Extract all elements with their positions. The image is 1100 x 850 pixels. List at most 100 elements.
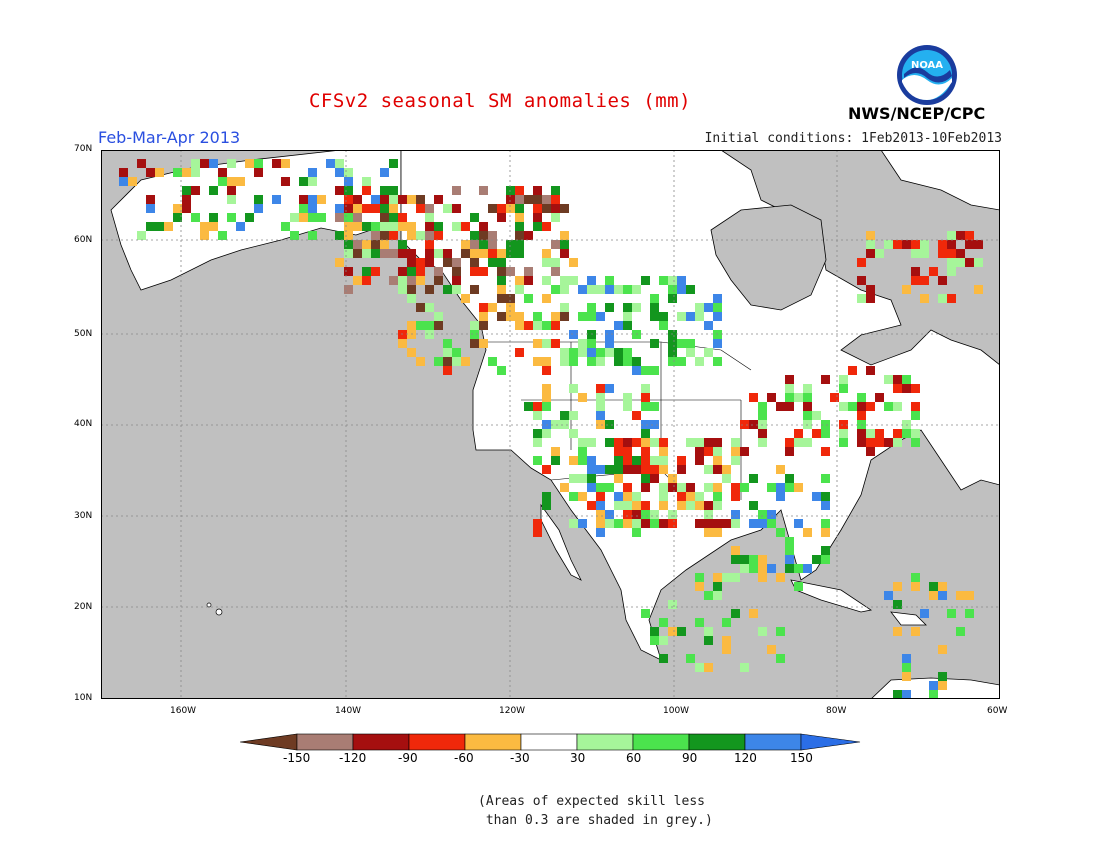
anomaly-cell xyxy=(866,447,875,456)
anomaly-cell xyxy=(299,204,308,213)
anomaly-cell xyxy=(920,249,929,258)
anomaly-cell xyxy=(605,339,614,348)
anomaly-cell xyxy=(641,447,650,456)
anomaly-cell xyxy=(200,222,209,231)
anomaly-cell xyxy=(245,213,254,222)
anomaly-cell xyxy=(668,330,677,339)
anomaly-cell xyxy=(722,618,731,627)
anomaly-cell xyxy=(713,591,722,600)
anomaly-cell xyxy=(407,231,416,240)
anomaly-cell xyxy=(938,591,947,600)
legend-label-120: 120 xyxy=(734,751,757,765)
anomaly-cell xyxy=(902,429,911,438)
anomaly-cell xyxy=(704,663,713,672)
anomaly-cell xyxy=(398,339,407,348)
anomaly-cell xyxy=(938,645,947,654)
anomaly-cell xyxy=(164,222,173,231)
anomaly-cell xyxy=(569,429,578,438)
anomaly-cell xyxy=(614,348,623,357)
anomaly-cell xyxy=(965,231,974,240)
anomaly-cell xyxy=(353,249,362,258)
anomaly-cell xyxy=(470,321,479,330)
anomaly-cell xyxy=(641,393,650,402)
anomaly-cell xyxy=(623,447,632,456)
anomaly-cell xyxy=(695,618,704,627)
anomaly-cell xyxy=(668,294,677,303)
anomaly-cell xyxy=(533,312,542,321)
anomaly-cell xyxy=(623,303,632,312)
anomaly-cell xyxy=(623,510,632,519)
anomaly-cell xyxy=(470,330,479,339)
anomaly-cell xyxy=(335,213,344,222)
legend-swatch-3 xyxy=(408,733,466,751)
anomaly-cell xyxy=(497,294,506,303)
anomaly-cell xyxy=(596,348,605,357)
anomaly-cell xyxy=(344,213,353,222)
anomaly-cell xyxy=(488,249,497,258)
anomaly-cell xyxy=(146,195,155,204)
anomaly-cell xyxy=(902,285,911,294)
anomaly-cell xyxy=(416,195,425,204)
anomaly-cell xyxy=(785,555,794,564)
anomaly-cell xyxy=(542,195,551,204)
anomaly-cell xyxy=(956,627,965,636)
anomaly-cell xyxy=(659,483,668,492)
anomaly-cell xyxy=(587,348,596,357)
anomaly-cell xyxy=(758,411,767,420)
anomaly-cell xyxy=(821,528,830,537)
anomaly-cell xyxy=(614,474,623,483)
anomaly-cell xyxy=(596,357,605,366)
anomaly-cell xyxy=(866,294,875,303)
anomaly-cell xyxy=(794,564,803,573)
anomaly-cell xyxy=(767,645,776,654)
anomaly-cell xyxy=(389,159,398,168)
anomaly-cell xyxy=(542,357,551,366)
anomaly-cell xyxy=(578,456,587,465)
anomaly-cell xyxy=(551,267,560,276)
anomaly-cell xyxy=(650,627,659,636)
anomaly-cell xyxy=(488,204,497,213)
anomaly-cell xyxy=(587,501,596,510)
anomaly-cell xyxy=(803,402,812,411)
anomaly-cell xyxy=(452,267,461,276)
anomaly-cell xyxy=(479,321,488,330)
anomaly-cell xyxy=(875,429,884,438)
anomaly-cell xyxy=(632,303,641,312)
anomaly-cell xyxy=(677,312,686,321)
anomaly-cell xyxy=(335,168,344,177)
anomaly-cell xyxy=(560,411,569,420)
anomaly-cell xyxy=(146,222,155,231)
anomaly-cell xyxy=(767,483,776,492)
anomaly-cell xyxy=(821,546,830,555)
anomaly-cell xyxy=(515,240,524,249)
anomaly-cell xyxy=(569,348,578,357)
lon-label-80w: 80W xyxy=(826,706,847,716)
anomaly-cell xyxy=(713,492,722,501)
anomaly-cell xyxy=(605,276,614,285)
anomaly-cell xyxy=(353,204,362,213)
anomaly-cell xyxy=(794,438,803,447)
anomaly-cell xyxy=(641,483,650,492)
anomaly-cell xyxy=(956,249,965,258)
anomaly-cell xyxy=(254,159,263,168)
anomaly-cell xyxy=(947,294,956,303)
anomaly-cell xyxy=(515,321,524,330)
anomaly-cell xyxy=(578,312,587,321)
anomaly-cell xyxy=(533,186,542,195)
anomaly-cell xyxy=(569,357,578,366)
anomaly-cell xyxy=(461,222,470,231)
anomaly-cell xyxy=(839,420,848,429)
legend-colorbar xyxy=(240,733,861,751)
initial-conditions: Initial conditions: 1Feb2013-10Feb2013 xyxy=(704,131,1002,146)
anomaly-cell xyxy=(506,204,515,213)
anomaly-cell xyxy=(947,267,956,276)
anomaly-cell xyxy=(524,195,533,204)
anomaly-cell xyxy=(839,402,848,411)
anomaly-cell xyxy=(407,267,416,276)
anomaly-cell xyxy=(515,222,524,231)
anomaly-cell xyxy=(902,654,911,663)
anomaly-cell xyxy=(623,519,632,528)
anomaly-cell xyxy=(794,519,803,528)
anomaly-cell xyxy=(902,672,911,681)
anomaly-cell xyxy=(821,501,830,510)
